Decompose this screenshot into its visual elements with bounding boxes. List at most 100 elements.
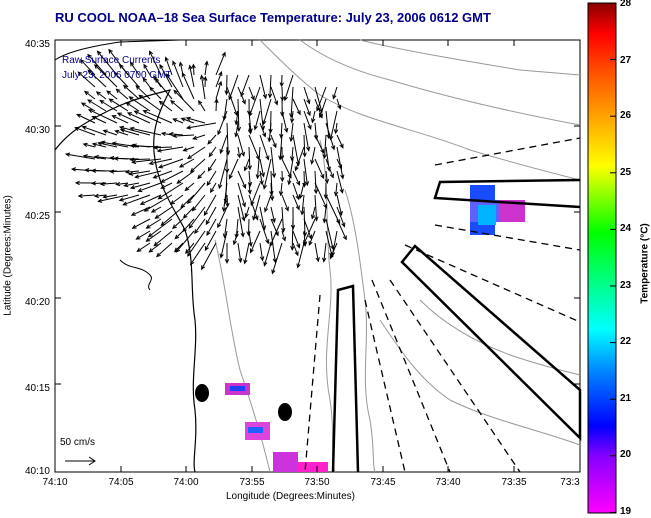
current-vector-head [310,159,315,165]
current-vector [254,110,261,130]
current-vector [123,85,140,100]
current-vector [124,182,140,187]
current-vector [330,110,338,140]
current-vector-head [131,159,137,165]
current-vector [148,242,162,253]
current-vector-head [307,124,312,130]
current-vector-head [111,115,117,120]
current-vector-head [280,111,285,117]
current-vector-head [149,86,154,92]
current-vector-head [322,218,327,224]
current-vector-head [199,74,205,80]
current-vector-head [217,130,222,136]
current-vector [126,102,140,112]
current-vector [297,242,305,268]
current-vector-head [311,118,316,124]
current-vector-head [153,75,158,81]
current-vector [160,182,173,189]
current-vector-head [168,131,174,137]
current-vector [201,242,217,270]
current-vector-head [272,143,277,149]
current-vector [187,122,217,129]
current-vector [281,110,288,133]
current-vector-head [265,155,270,161]
current-vector [215,81,222,100]
current-vector-head [294,166,299,172]
current-vector-head [198,99,203,105]
current-vector-head [262,120,267,126]
current-vector [137,242,151,252]
current-vector [205,206,217,225]
current-vector [98,194,129,202]
current-vector-head [148,160,154,166]
current-vector-head [224,258,230,264]
coastline-detail [119,259,152,291]
current-vector [248,194,259,220]
current-vector-head [252,215,257,221]
current-vector [248,218,250,236]
current-vector [192,64,195,76]
current-vector-head [289,137,294,143]
current-vector [183,146,195,152]
colorbar-tick-label: 25 [620,167,632,178]
current-vector-head [87,69,93,75]
marker-ellipse [278,403,292,421]
current-vector [270,206,275,223]
current-vector [98,142,118,148]
current-vector-head [96,50,102,56]
current-vector [303,218,316,245]
current-vector-head [178,163,184,168]
current-vector-head [338,210,343,217]
current-vector [83,155,107,160]
current-vector-head [240,92,245,98]
current-vector-head [271,269,276,275]
current-vector-head [250,200,255,207]
current-vector [323,206,327,223]
current-vector [237,206,244,237]
current-vector-head [296,263,301,269]
current-vector [259,98,264,130]
current-vector [237,242,242,263]
current-vector [157,146,184,152]
current-vector [87,54,107,76]
current-vector [314,86,323,113]
current-vector [143,64,151,76]
current-vector [303,134,306,157]
current-vector-head [185,249,190,254]
current-vector-head [64,152,71,157]
current-vector [204,230,217,251]
current-vector-head [296,180,301,186]
current-vector-head [138,94,144,100]
current-vector [280,122,283,138]
current-vector-head [324,179,330,185]
current-vector [114,72,129,88]
current-vector [130,127,162,136]
current-vector [303,158,308,186]
current-vector-head [314,216,319,222]
current-vector-head [129,185,135,190]
current-vector-head [300,210,305,216]
current-vector-head [310,214,316,220]
current-vector [156,242,173,257]
current-vector-head [159,63,164,69]
current-vector [97,50,118,76]
current-vector-head [153,241,159,247]
current-vector [146,230,162,242]
colorbar-tick-label: 26 [620,110,632,121]
current-vector [130,182,151,189]
dashed-boundaries [304,137,581,473]
current-vector-head [148,248,154,253]
current-vector-head [318,113,323,119]
current-vector-head [329,135,334,141]
current-vector [270,218,279,236]
current-vector [140,194,162,205]
current-vector-head [217,80,223,86]
current-vector [179,158,195,168]
current-vector-head [330,251,336,257]
current-vector [271,242,283,274]
current-vector-head [240,232,245,238]
current-vector [292,170,300,186]
legend-line-2: July 23, 2006 0700 GMT [62,70,172,81]
current-vector-head [269,196,275,202]
current-vector [130,62,140,76]
